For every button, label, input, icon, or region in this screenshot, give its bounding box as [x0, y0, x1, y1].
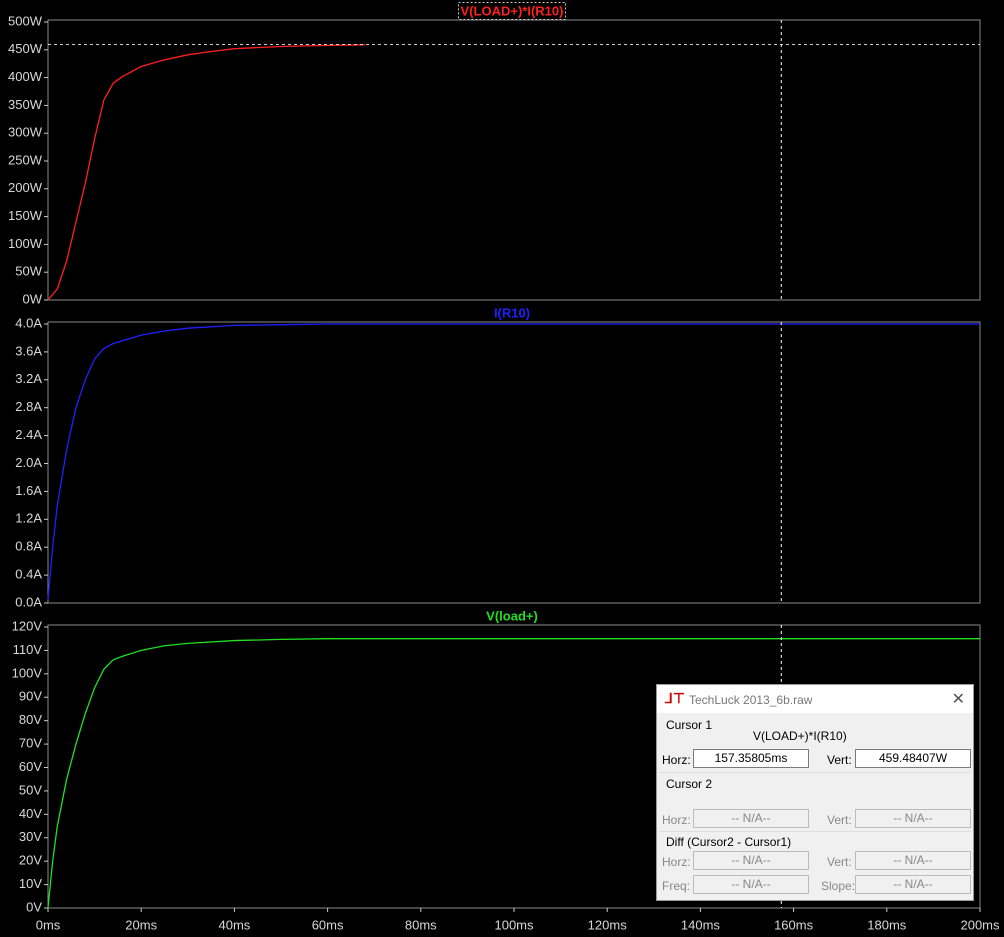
trace-title: I(R10): [494, 305, 530, 320]
cursor-dialog[interactable]: ⅃⊤ TechLuck 2013_6b.raw ✕ Cursor 1 V(LOA…: [656, 684, 974, 901]
section-heading: Diff (Cursor2 - Cursor1): [666, 835, 792, 849]
y-tick-label: 250W: [8, 152, 43, 167]
y-tick-label: 60V: [19, 759, 42, 774]
field-label: Horz:: [662, 753, 691, 767]
slope-value: -- N/A--: [855, 875, 971, 894]
y-tick-label: 150W: [8, 208, 43, 223]
separator: [659, 772, 971, 773]
y-tick-label: 30V: [19, 829, 42, 844]
title-bar: [657, 685, 973, 713]
y-tick-label: 90V: [19, 689, 42, 704]
y-tick-label: 500W: [8, 13, 43, 28]
dialog-title: TechLuck 2013_6b.raw: [689, 693, 813, 707]
y-tick-label: 0.0A: [15, 594, 42, 609]
y-tick-label: 110V: [13, 642, 43, 657]
y-tick-label: 2.0A: [15, 455, 42, 470]
trace-title: V(LOAD+)*I(R10): [461, 3, 564, 18]
y-tick-label: 300W: [8, 125, 43, 140]
vert-value: -- N/A--: [855, 851, 971, 870]
section-heading: Cursor 1: [666, 718, 713, 732]
y-tick-label: 100W: [8, 236, 43, 251]
y-tick-label: 10V: [19, 876, 42, 891]
app-icon: ⅃⊤: [665, 690, 685, 706]
plot-frame: [47, 321, 981, 604]
y-tick-label: 350W: [8, 97, 43, 112]
vert-value[interactable]: 459.48407W: [855, 749, 971, 768]
trace-line: [47, 44, 365, 301]
field-label: Vert:: [827, 813, 852, 827]
x-tick-label: 140ms: [681, 917, 721, 932]
separator: [659, 831, 971, 832]
field-label: Horz:: [662, 813, 691, 827]
y-tick-label: 80V: [19, 712, 42, 727]
horz-value: -- N/A--: [693, 851, 809, 870]
trace-line: [47, 323, 980, 600]
y-tick-label: 4.0A: [15, 315, 42, 330]
y-tick-label: 200W: [8, 180, 43, 195]
y-tick-label: 100V: [12, 665, 43, 680]
plot-frame: [47, 19, 981, 301]
y-tick-label: 50W: [15, 264, 42, 279]
x-tick-label: 160ms: [774, 917, 814, 932]
section-heading: Cursor 2: [666, 777, 713, 791]
horz-value: -- N/A--: [693, 809, 809, 828]
y-tick-label: 0.4A: [15, 567, 42, 582]
vert-value: -- N/A--: [855, 809, 971, 828]
field-label: Freq:: [662, 879, 691, 893]
x-tick-label: 200ms: [960, 917, 1000, 932]
x-tick-label: 60ms: [312, 917, 344, 932]
y-tick-label: 70V: [19, 736, 42, 751]
y-tick-label: 120V: [12, 618, 43, 633]
x-tick-label: 100ms: [494, 917, 534, 932]
x-tick-label: 0ms: [36, 917, 61, 932]
y-tick-label: 400W: [8, 69, 43, 84]
horz-value[interactable]: 157.35805ms: [693, 749, 809, 768]
y-tick-label: 0.8A: [15, 539, 42, 554]
y-tick-label: 3.2A: [15, 371, 42, 386]
field-label: Vert:: [827, 855, 852, 869]
x-tick-label: 20ms: [125, 917, 157, 932]
x-tick-label: 80ms: [405, 917, 437, 932]
y-tick-label: 50V: [19, 782, 42, 797]
x-tick-label: 40ms: [219, 917, 251, 932]
y-tick-label: 450W: [8, 41, 43, 56]
field-label: Horz:: [662, 855, 691, 869]
y-tick-label: 40V: [19, 806, 42, 821]
close-button[interactable]: ✕: [951, 691, 965, 708]
field-label: Slope:: [821, 879, 856, 893]
y-tick-label: 1.2A: [15, 511, 42, 526]
y-tick-label: 2.8A: [15, 399, 42, 414]
trace-line: [47, 638, 980, 909]
trace-name: V(LOAD+)*I(R10): [753, 729, 847, 743]
y-tick-label: 0V: [26, 899, 42, 914]
field-label: Vert:: [827, 753, 852, 767]
y-tick-label: 3.6A: [15, 343, 42, 358]
x-tick-label: 180ms: [867, 917, 907, 932]
freq-value: -- N/A--: [693, 875, 809, 894]
y-tick-label: 1.6A: [15, 483, 42, 498]
y-tick-label: 2.4A: [15, 427, 42, 442]
trace-title: V(load+): [486, 608, 538, 623]
trace-title-frame: [458, 1, 566, 20]
y-tick-label: 0W: [23, 291, 43, 306]
y-tick-label: 20V: [19, 853, 42, 868]
x-tick-label: 120ms: [588, 917, 628, 932]
